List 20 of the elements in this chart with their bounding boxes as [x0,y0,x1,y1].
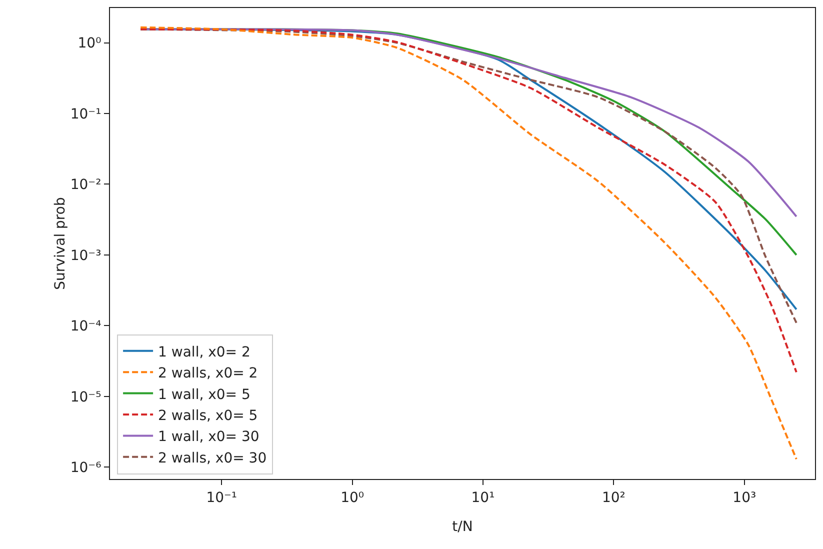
x-axis-title: t/N [452,519,473,535]
y-tick-label: 10⁻¹ [70,106,102,122]
legend-label: 2 walls, x0= 2 [158,366,258,382]
y-tick-label: 10⁻⁶ [70,460,102,476]
legend-label: 1 wall, x0= 2 [158,344,250,360]
y-tick-label: 10⁻⁵ [70,389,102,406]
y-tick-label: 10⁰ [78,36,102,52]
legend-label: 1 wall, x0= 5 [158,386,250,403]
legend-label: 2 walls, x0= 5 [158,408,258,424]
x-tick-label: 10³ [732,490,756,506]
y-tick-label: 10⁻³ [70,248,102,264]
x-tick-label: 10¹ [471,490,495,506]
x-tick-label: 10⁰ [340,490,364,506]
y-axis-title: Survival prob [52,197,68,290]
x-tick-label: 10² [602,490,626,506]
y-tick-label: 10⁻² [70,177,102,194]
y-tick-label: 10⁻⁴ [70,318,102,335]
legend-label: 1 wall, x0= 30 [158,429,260,446]
legend-label: 2 walls, x0= 30 [158,450,267,466]
x-tick-label: 10⁻¹ [206,490,238,506]
